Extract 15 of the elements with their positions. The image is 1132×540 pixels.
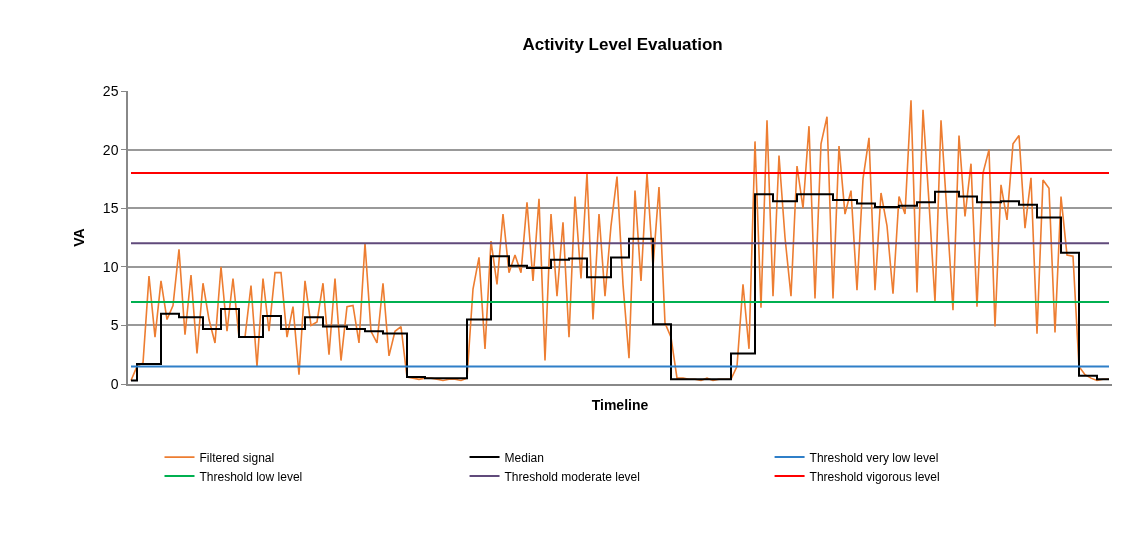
y-axis-title: VA xyxy=(70,228,87,247)
chart-title: Activity Level Evaluation xyxy=(522,34,723,54)
y-tick-label: 5 xyxy=(110,317,119,334)
legend-label: Filtered signal xyxy=(199,450,275,465)
legend-label: Threshold low level xyxy=(199,469,303,484)
legend-label: Threshold vigorous level xyxy=(809,469,940,484)
legend-label: Median xyxy=(504,450,544,465)
y-tick-label: 0 xyxy=(110,375,119,392)
y-tick-label: 10 xyxy=(102,258,119,275)
x-axis-title: Timeline xyxy=(591,396,649,413)
y-tick-label: 15 xyxy=(102,200,119,217)
legend-label: Threshold very low level xyxy=(809,450,939,465)
legend-label: Threshold moderate level xyxy=(504,469,640,484)
y-tick-label: 20 xyxy=(102,141,119,158)
y-tick-label: 25 xyxy=(102,82,119,99)
